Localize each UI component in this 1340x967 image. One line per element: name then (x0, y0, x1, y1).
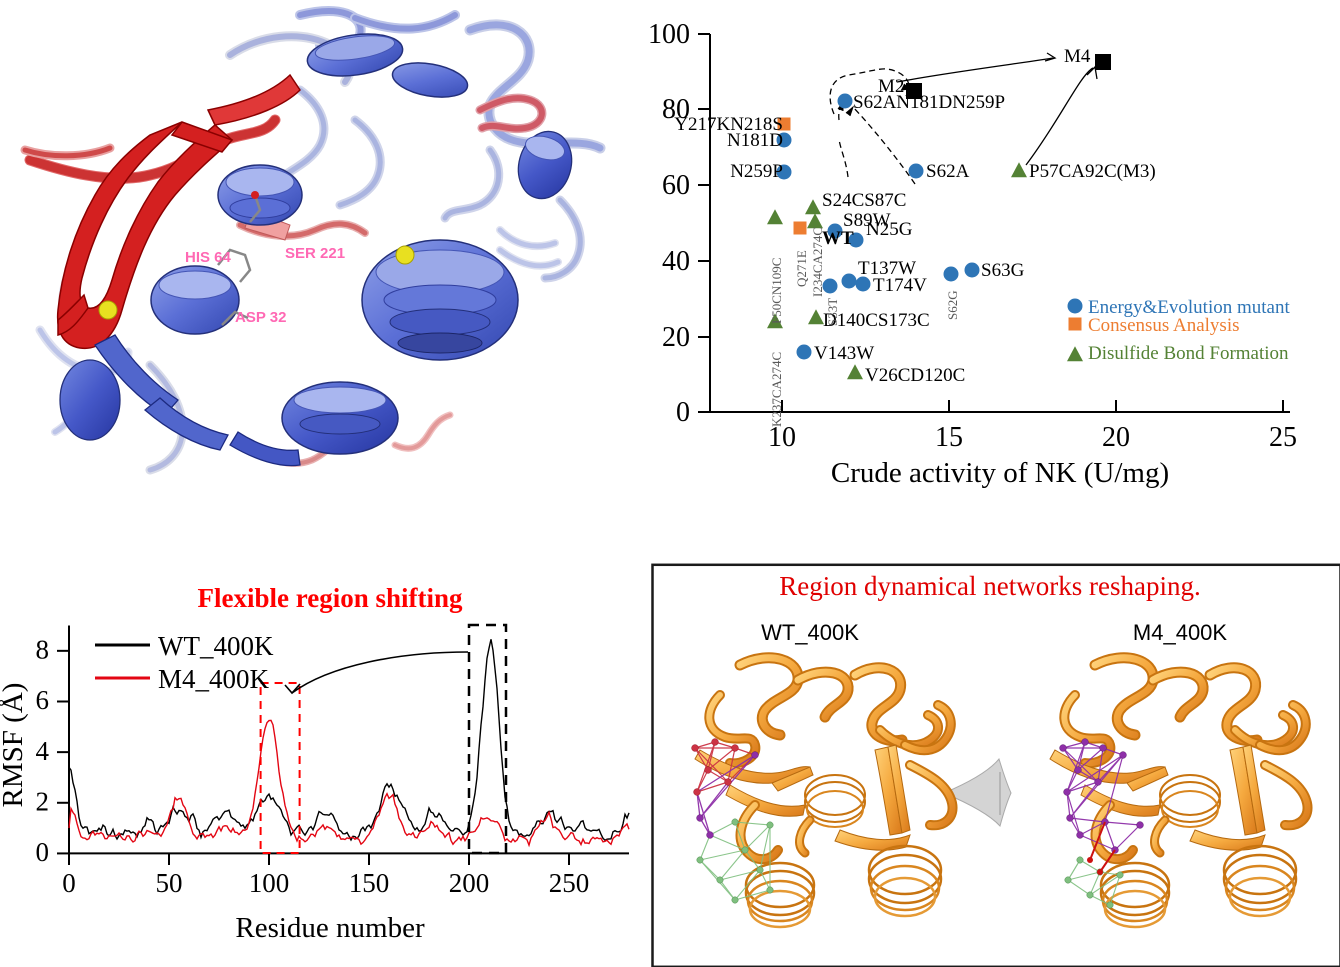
svg-text:250: 250 (549, 868, 590, 898)
svg-text:100: 100 (249, 868, 290, 898)
svg-text:M4_400K: M4_400K (158, 664, 270, 694)
svg-text:SER 221: SER 221 (285, 245, 345, 262)
svg-text:HIS 64: HIS 64 (185, 249, 232, 266)
svg-text:150: 150 (349, 868, 390, 898)
svg-text:Flexible region shifting: Flexible region shifting (197, 583, 463, 613)
svg-text:M4_400K: M4_400K (1133, 620, 1228, 645)
svg-text:15: 15 (935, 422, 963, 453)
svg-text:40: 40 (662, 246, 690, 277)
svg-text:20: 20 (1102, 422, 1130, 453)
svg-text:6: 6 (36, 685, 50, 715)
svg-text:Residue number: Residue number (235, 912, 425, 944)
svg-text:RMSF (Å): RMSF (Å) (0, 683, 29, 808)
svg-text:8: 8 (36, 635, 50, 665)
svg-text:50: 50 (156, 868, 183, 898)
svg-text:100: 100 (648, 19, 690, 50)
svg-text:25: 25 (1269, 422, 1297, 453)
svg-text:200: 200 (449, 868, 490, 898)
svg-text:Region dynamical networks resh: Region dynamical networks reshaping. (779, 571, 1200, 601)
svg-text:0: 0 (36, 837, 50, 867)
svg-text:0: 0 (676, 397, 690, 428)
svg-text:WT_400K: WT_400K (761, 620, 859, 645)
svg-text:ASP 32: ASP 32 (235, 309, 286, 326)
svg-text:2: 2 (36, 787, 50, 817)
svg-text:Crude activity of NK (U/mg): Crude activity of NK (U/mg) (831, 457, 1169, 489)
svg-text:4: 4 (36, 736, 50, 766)
svg-text:0: 0 (62, 868, 76, 898)
svg-text:20: 20 (662, 322, 690, 353)
svg-text:WT_400K: WT_400K (158, 631, 274, 661)
